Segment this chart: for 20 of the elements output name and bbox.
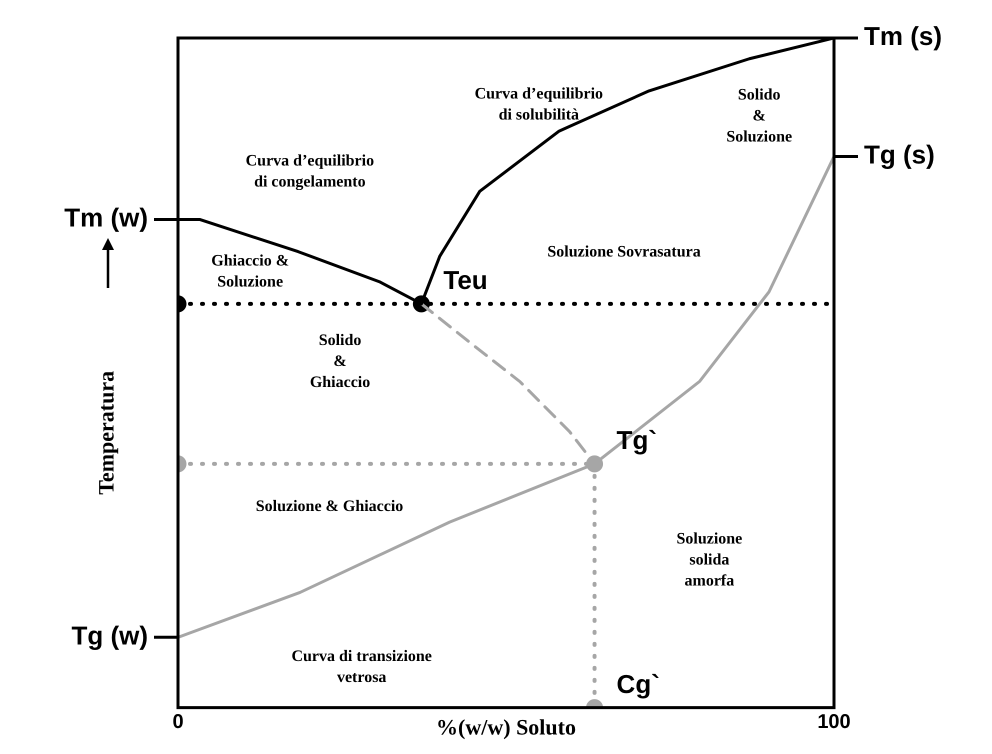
annotation: Tg (s) bbox=[864, 140, 935, 170]
annotation: Tg` bbox=[616, 425, 657, 456]
annotation: Soluzione & Ghiaccio bbox=[256, 498, 404, 515]
annotation: Tm (w) bbox=[64, 202, 148, 233]
x-axis-title: %(w/w) Soluto bbox=[436, 714, 576, 740]
annotation: Solido & Ghiaccio bbox=[310, 332, 370, 392]
annotation: Teu bbox=[443, 265, 488, 296]
annotation: Soluzione Sovrasatura bbox=[547, 243, 701, 260]
annotation: Cg` bbox=[616, 668, 660, 699]
annotation: Tg (w) bbox=[71, 620, 148, 650]
x-tick-label: 100 bbox=[817, 711, 851, 734]
annotation: Tm (s) bbox=[864, 21, 942, 52]
annotation: Curva di transizione vetrosa bbox=[291, 648, 432, 686]
annotation: Solido & Soluzione bbox=[726, 86, 792, 146]
annotation: Curva d’equilibrio di solubilità bbox=[474, 86, 604, 124]
annotation: Curva d’equilibrio di congelamento bbox=[246, 152, 374, 191]
annotation: Soluzione solida amorfa bbox=[676, 530, 742, 590]
y-axis-title: Temperatura bbox=[94, 370, 119, 495]
x-tick-label: 0 bbox=[172, 711, 184, 734]
annotation: Ghiaccio & Soluzione bbox=[211, 252, 290, 290]
